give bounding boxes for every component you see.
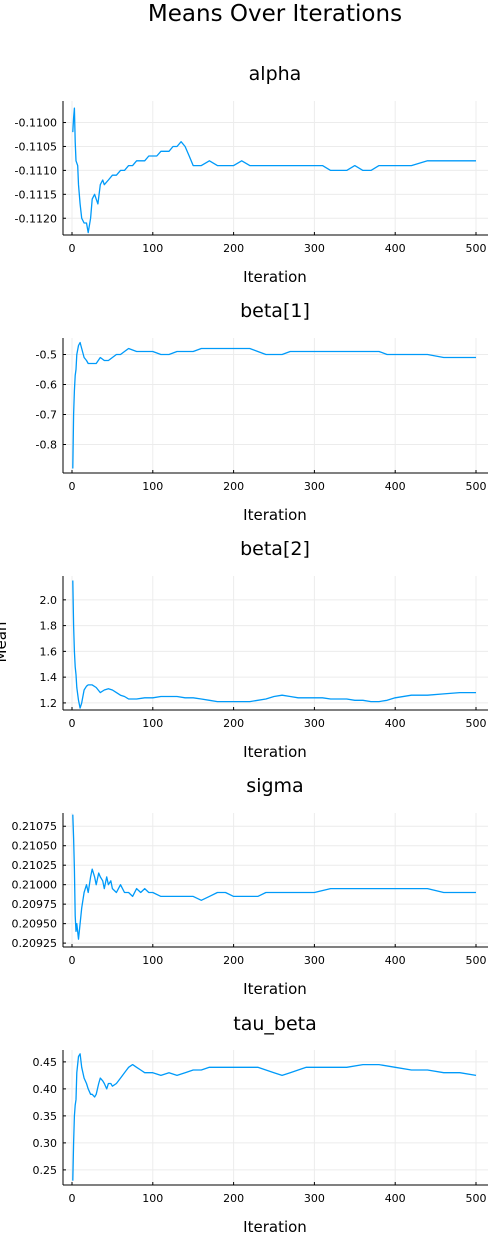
y-tick-label: 0.35 bbox=[33, 1110, 58, 1123]
x-tick-label: 300 bbox=[304, 480, 325, 493]
x-tick-label: 400 bbox=[385, 954, 406, 967]
x-tick-label: 500 bbox=[466, 717, 487, 730]
y-tick-label: 1.2 bbox=[40, 697, 58, 710]
y-tick-label: 1.6 bbox=[40, 645, 58, 658]
y-tick-label: -0.1105 bbox=[15, 140, 57, 153]
x-tick-label: 0 bbox=[69, 1192, 76, 1205]
series-line bbox=[72, 814, 476, 940]
x-axis-label: Iteration bbox=[243, 743, 307, 761]
x-tick-label: 0 bbox=[69, 954, 76, 967]
x-tick-label: 200 bbox=[223, 717, 244, 730]
y-tick-label: -0.1110 bbox=[15, 164, 57, 177]
y-tick-label: 0.30 bbox=[33, 1137, 58, 1150]
y-tick-label: -0.6 bbox=[36, 379, 57, 392]
subplot-title: beta[1] bbox=[240, 300, 310, 322]
x-tick-label: 200 bbox=[223, 242, 244, 255]
x-axis-label: Iteration bbox=[243, 268, 307, 286]
subplot-0: alpha 0 100 200 300 400 500 -0.1100 -0.1105 -0.11… bbox=[15, 63, 488, 286]
x-tick-label: 400 bbox=[385, 480, 406, 493]
x-tick-label: 0 bbox=[69, 480, 76, 493]
x-tick-label: 100 bbox=[142, 242, 163, 255]
x-tick-label: 400 bbox=[385, 242, 406, 255]
y-tick-label: 0.20950 bbox=[12, 918, 58, 931]
y-tick-label: 0.20925 bbox=[12, 937, 58, 950]
x-tick-label: 0 bbox=[69, 717, 76, 730]
y-tick-label: 0.20975 bbox=[12, 898, 58, 911]
y-tick-label: 0.21025 bbox=[12, 859, 58, 872]
series-line bbox=[72, 107, 476, 234]
y-tick-label: 0.45 bbox=[33, 1056, 58, 1069]
x-tick-label: 200 bbox=[223, 480, 244, 493]
y-tick-label: -0.1115 bbox=[15, 188, 57, 201]
main-title: Means Over Iterations bbox=[148, 1, 402, 27]
series-line bbox=[72, 580, 476, 709]
panels: alpha 0 100 200 300 400 500 -0.1100 -0.1105 -0.11… bbox=[12, 63, 488, 1236]
x-tick-label: 0 bbox=[69, 242, 76, 255]
series-line bbox=[72, 1053, 477, 1181]
y-tick-label: 0.25 bbox=[33, 1164, 58, 1177]
x-tick-label: 500 bbox=[466, 954, 487, 967]
x-tick-label: 300 bbox=[304, 717, 325, 730]
x-axis-label: Iteration bbox=[243, 980, 307, 998]
x-tick-label: 100 bbox=[142, 480, 163, 493]
y-tick-label: 0.21050 bbox=[12, 840, 58, 853]
y-tick-label: -0.7 bbox=[36, 409, 57, 422]
shared-y-axis-label: Mean bbox=[0, 622, 10, 663]
subplot-3: sigma 0 100 200 300 400 500 0.21075 0.21050 0.210… bbox=[12, 775, 488, 998]
subplot-4: tau_beta 0 100 200 300 400 500 0.45 0.40 0.35 0.30… bbox=[33, 1013, 488, 1236]
y-tick-label: -0.8 bbox=[36, 439, 57, 452]
subplot-1: beta[1] 0 100 200 300 400 500 -0.5 -0.6 -0.7 -0.8 I… bbox=[36, 300, 488, 524]
y-tick-label: 2.0 bbox=[40, 594, 58, 607]
x-tick-label: 500 bbox=[466, 480, 487, 493]
x-axis-label: Iteration bbox=[243, 1218, 307, 1236]
y-tick-label: -0.1100 bbox=[15, 117, 57, 130]
subplot-title: sigma bbox=[246, 775, 303, 797]
x-tick-label: 300 bbox=[304, 242, 325, 255]
x-tick-label: 200 bbox=[223, 954, 244, 967]
y-tick-label: -0.5 bbox=[36, 349, 57, 362]
x-axis-label: Iteration bbox=[243, 506, 307, 524]
x-tick-label: 500 bbox=[466, 242, 487, 255]
subplot-2: beta[2] 0 100 200 300 400 500 2.0 1.8 1.6 1.4 1.2 It… bbox=[40, 538, 488, 761]
subplot-title: alpha bbox=[249, 63, 302, 85]
subplot-title: tau_beta bbox=[233, 1013, 316, 1035]
x-tick-label: 400 bbox=[385, 717, 406, 730]
x-tick-label: 100 bbox=[142, 954, 163, 967]
y-tick-label: 1.4 bbox=[40, 671, 58, 684]
series-line bbox=[72, 341, 476, 469]
y-tick-label: 0.40 bbox=[33, 1083, 58, 1096]
x-tick-label: 100 bbox=[142, 1192, 163, 1205]
subplot-title: beta[2] bbox=[240, 538, 310, 560]
x-tick-label: 300 bbox=[304, 954, 325, 967]
x-tick-label: 100 bbox=[142, 717, 163, 730]
x-tick-label: 400 bbox=[385, 1192, 406, 1205]
y-tick-label: 0.21000 bbox=[12, 879, 58, 892]
y-tick-label: 1.8 bbox=[40, 620, 58, 633]
y-tick-label: -0.1120 bbox=[15, 212, 57, 225]
x-tick-label: 200 bbox=[223, 1192, 244, 1205]
x-tick-label: 500 bbox=[466, 1192, 487, 1205]
x-tick-label: 300 bbox=[304, 1192, 325, 1205]
y-tick-label: 0.21075 bbox=[12, 820, 58, 833]
